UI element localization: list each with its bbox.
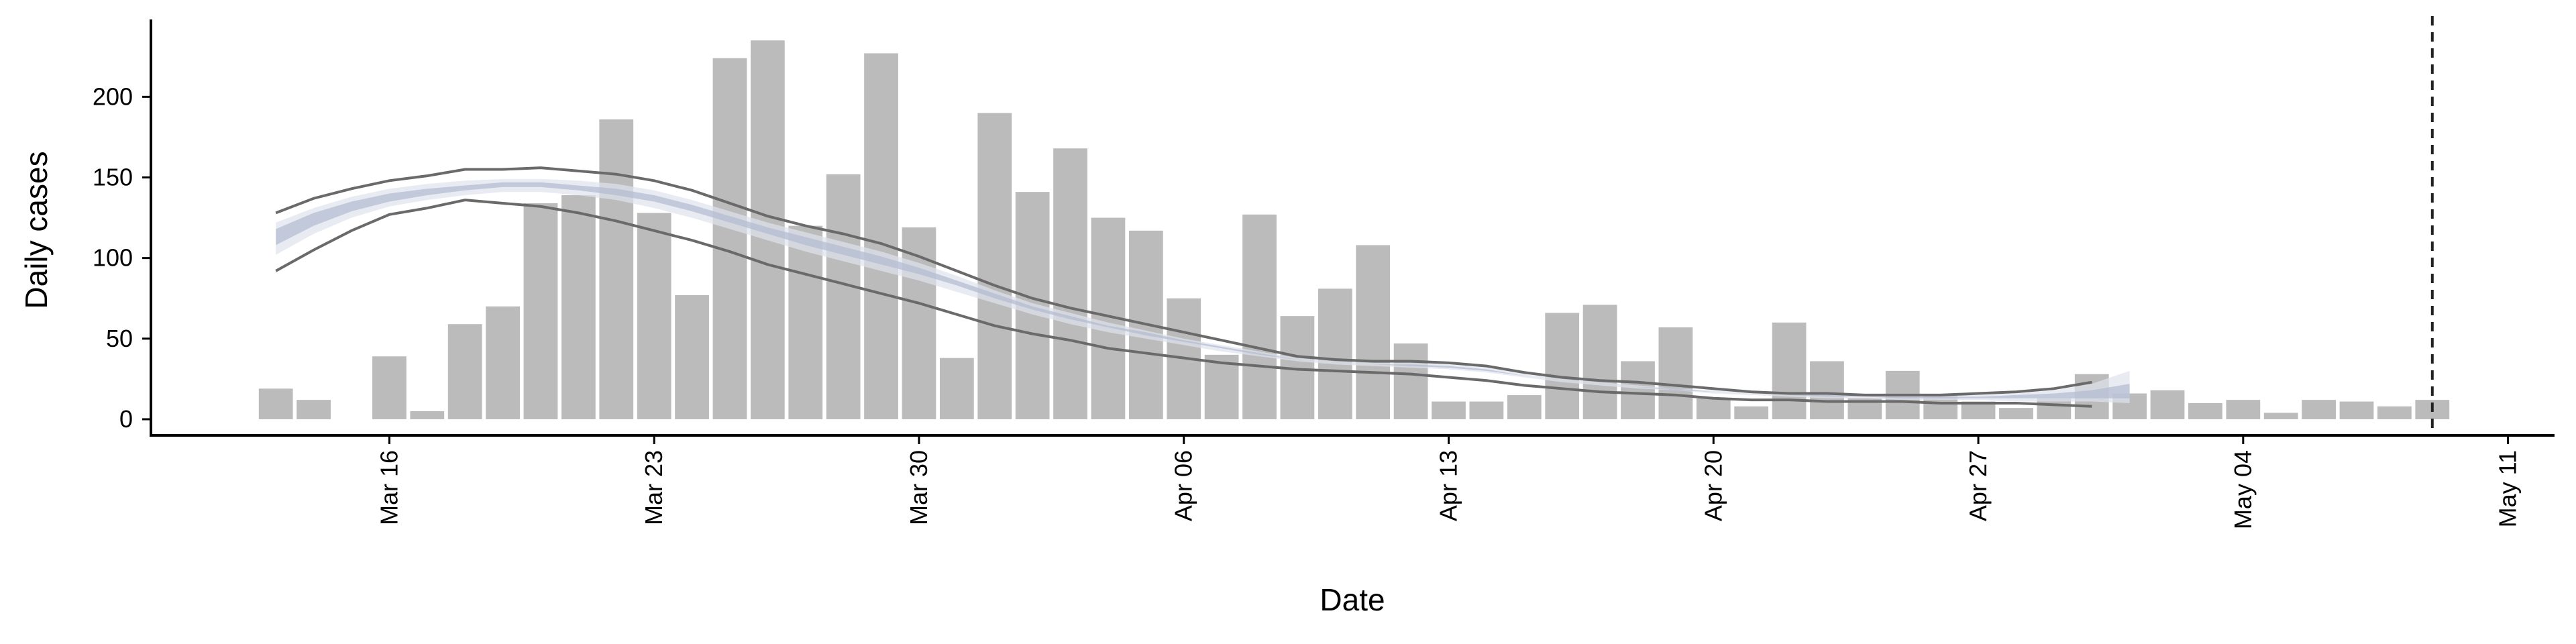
y-axis-title: Daily cases [19,151,54,309]
bar [1204,354,1239,419]
bar [2150,390,2185,419]
bar [1582,305,1617,419]
y-tick-label: 200 [93,83,133,110]
bar [1356,245,1391,419]
bar [1318,288,1352,419]
bar [486,306,520,419]
bar [1621,361,1655,419]
y-tick-label: 100 [93,244,133,272]
bound-line [275,199,2092,408]
bar [372,356,407,419]
x-tick-label: Mar 16 [375,450,402,525]
bar [1393,343,1428,419]
bar [1696,398,1731,419]
bar [1242,214,1277,419]
x-tick-label: Apr 13 [1434,450,1462,521]
y-tick-label: 150 [93,164,133,191]
bar [561,195,596,419]
bar [2037,398,2072,419]
x-tick-label: May 11 [2494,450,2522,527]
bar [523,203,558,419]
bar [1734,406,1769,419]
bar [939,358,974,419]
bar [1469,401,1504,419]
bar [2226,400,2261,419]
bar [2339,401,2374,419]
bar [864,53,898,419]
bar [297,400,331,419]
bar [447,324,482,419]
bar [977,113,1012,419]
bar [1999,408,2033,419]
x-tick-label: Apr 06 [1170,450,1197,521]
y-tick-label: 0 [119,405,133,433]
bar [1507,394,1542,419]
bar [2263,413,2298,419]
bar [1432,401,1466,419]
bar [599,119,634,419]
bar [1810,361,1844,419]
x-tick-label: Apr 20 [1699,450,1727,521]
bar [2377,406,2412,419]
bar [410,411,445,419]
bar [826,174,861,419]
x-tick-label: Apr 27 [1964,450,1992,521]
bar [2302,400,2336,419]
bar [2188,402,2222,419]
x-axis-title: Date [1320,582,1385,617]
x-tick-label: Mar 30 [905,450,932,525]
bar [258,388,293,419]
bar [1545,313,1580,419]
bar [788,225,823,419]
bar [712,58,747,419]
bar [1053,148,1087,419]
y-tick-label: 50 [106,325,133,352]
x-tick-label: May 04 [2229,450,2257,529]
bar [1772,322,1807,419]
bar [1961,401,1996,419]
bar [675,294,709,419]
bound-line [275,166,2092,396]
bar [637,213,672,419]
bar [1658,327,1693,419]
x-tick-label: Mar 23 [640,450,667,525]
